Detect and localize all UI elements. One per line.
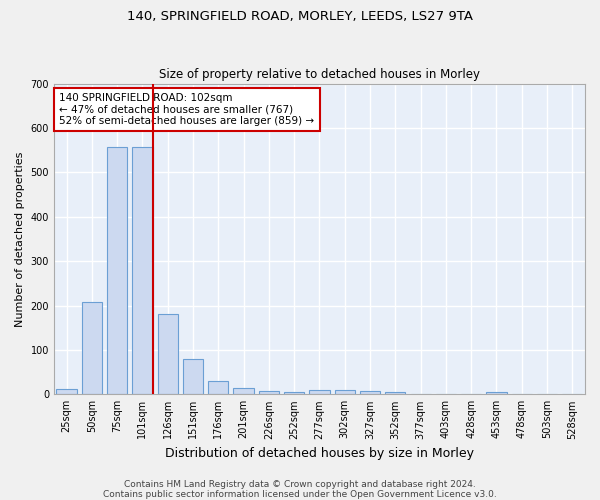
Bar [385, 392, 406, 394]
Bar [233, 388, 254, 394]
Y-axis label: Number of detached properties: Number of detached properties [15, 151, 25, 326]
Bar [360, 391, 380, 394]
Bar [107, 147, 127, 394]
Bar [56, 389, 77, 394]
Text: Contains HM Land Registry data © Crown copyright and database right 2024.
Contai: Contains HM Land Registry data © Crown c… [103, 480, 497, 499]
Bar [284, 392, 304, 394]
Bar [133, 147, 152, 394]
Bar [487, 392, 506, 394]
Text: 140, SPRINGFIELD ROAD, MORLEY, LEEDS, LS27 9TA: 140, SPRINGFIELD ROAD, MORLEY, LEEDS, LS… [127, 10, 473, 23]
Text: 140 SPRINGFIELD ROAD: 102sqm
← 47% of detached houses are smaller (767)
52% of s: 140 SPRINGFIELD ROAD: 102sqm ← 47% of de… [59, 93, 314, 126]
X-axis label: Distribution of detached houses by size in Morley: Distribution of detached houses by size … [165, 447, 474, 460]
Bar [208, 381, 229, 394]
Bar [259, 391, 279, 394]
Bar [158, 314, 178, 394]
Bar [335, 390, 355, 394]
Title: Size of property relative to detached houses in Morley: Size of property relative to detached ho… [159, 68, 480, 81]
Bar [82, 302, 102, 394]
Bar [310, 390, 329, 394]
Bar [183, 359, 203, 394]
